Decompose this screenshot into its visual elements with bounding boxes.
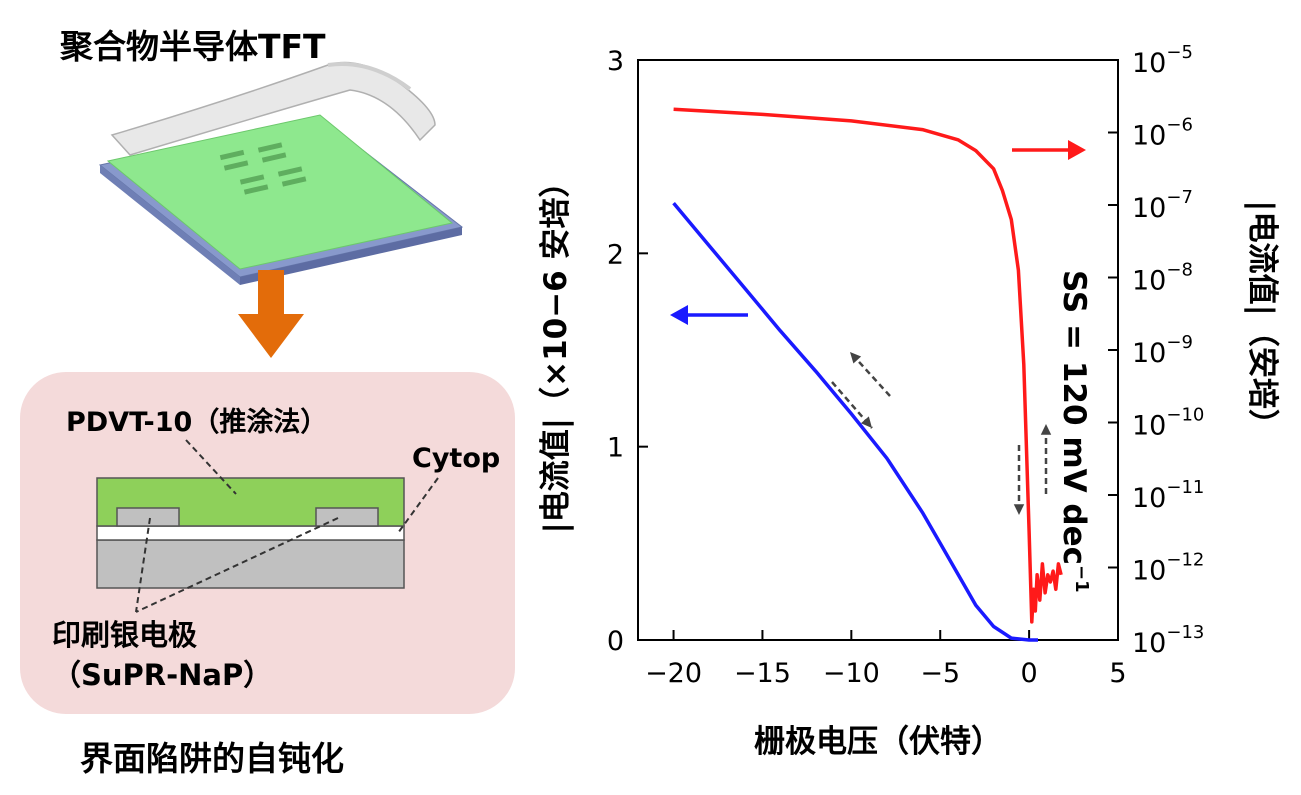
transistor-array [219,142,307,195]
linear-current-series [672,201,1038,642]
y-right-axis-label: |电流值|（安培） [1244,200,1280,440]
leader-electrode-right [135,517,339,613]
dielectric-label: Cytop [412,443,501,474]
electrode-right [315,507,379,527]
tft-device-illustration [98,61,464,285]
sweep-arrow-red-up-head [1040,424,1052,435]
y-right-tick-label: 10−11 [1132,477,1204,514]
x-tick-label: −20 [645,658,702,689]
y-right-tick-label: 10−9 [1132,332,1193,369]
y-left-tick-label: 3 [607,46,624,77]
y-right-tick-label: 10−13 [1132,622,1204,659]
x-tick-label: −10 [823,658,880,689]
x-tick-label: −15 [734,658,791,689]
down-arrow-icon [238,270,304,358]
bottom-caption: 界面陷阱的自钝化 [80,739,344,778]
sweep-arrow-down-head [860,416,872,428]
y-right-tick-label: 10−10 [1132,405,1204,442]
ss-annotation: SS = 120 mV dec−1 [1056,270,1092,593]
y-left-axis-label: |电流值|（×10−6 安培） [538,166,574,533]
x-tick-label: −5 [920,658,960,689]
leader-semiconductor [185,439,237,495]
device-title: 聚合物半导体TFT [60,27,326,66]
y-left-tick-label: 2 [607,239,624,270]
electrode-label: 印刷银电极 [52,618,198,652]
plot-frame [637,59,1119,641]
log-current-series [673,107,1063,624]
y-right-tick-label: 10−6 [1132,115,1193,152]
y-left-tick-label: 0 [607,626,624,657]
y-right-tick-label: 10−7 [1132,187,1193,224]
semiconductor-film [106,114,454,270]
cross-section-diagram [96,439,439,613]
leader-cytop [397,477,439,534]
electrode-process-label: （SuPR-NaP） [52,658,273,692]
sweep-arrow-red-down-head [1013,504,1025,515]
semiconductor-label: PDVT-10（推涂法） [66,407,328,438]
y-right-tick-label: 10−5 [1132,42,1193,79]
leader-electrode-left [135,517,151,613]
substrate-block [96,539,405,589]
y-left-tick-label: 1 [607,433,624,464]
x-tick-label: 0 [1021,658,1038,689]
electrode-left [116,507,180,527]
sweep-arrow-up-head [850,352,862,364]
x-axis-label: 栅极电压（伏特） [754,724,1002,760]
y-right-tick-label: 10−8 [1132,260,1193,297]
peeling-film [110,61,436,156]
right-axis-arrowhead [1068,140,1086,160]
left-axis-arrowhead [670,305,688,325]
x-tick-label: 5 [1109,658,1126,689]
y-right-tick-label: 10−12 [1132,550,1204,587]
